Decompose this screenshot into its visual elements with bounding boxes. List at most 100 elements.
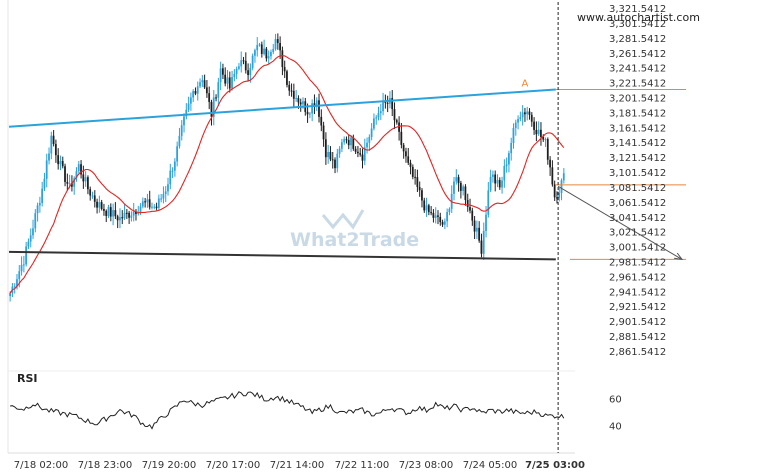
candle-body <box>25 246 28 265</box>
candle-body <box>192 91 195 98</box>
candle-body <box>68 183 71 185</box>
candle-body <box>64 166 66 182</box>
candle-body <box>496 180 499 184</box>
candle-body <box>135 211 137 214</box>
candle-body <box>530 114 533 122</box>
candle-body <box>199 82 201 87</box>
site-label: www.autochartist.com <box>577 11 700 24</box>
candle-body <box>48 153 50 161</box>
x-tick-label: 7/22 11:00 <box>335 460 389 471</box>
y-tick-label: 3,281.5412 <box>609 34 666 45</box>
candle-body <box>208 93 211 102</box>
candle-body <box>224 74 227 84</box>
y-tick-label: 3,241.5412 <box>609 64 666 75</box>
y-tick-label: 3,161.5412 <box>609 123 666 134</box>
y-tick-label: 3,081.5412 <box>609 183 666 194</box>
candle-body <box>228 77 231 89</box>
candle-body <box>119 217 121 221</box>
candle-body <box>350 137 352 146</box>
y-tick-label: 2,901.5412 <box>609 317 666 328</box>
candle-body <box>164 191 167 194</box>
x-tick-label: 7/18 23:00 <box>78 460 132 471</box>
candle-body <box>86 177 89 190</box>
candle-body <box>169 170 172 185</box>
candle-body <box>533 121 535 130</box>
candle-body <box>290 90 293 92</box>
candle-body <box>180 125 183 136</box>
candle-body <box>13 286 16 288</box>
candle-body <box>329 151 332 160</box>
candle-body <box>453 181 455 194</box>
candle-body <box>215 97 217 99</box>
candle-body <box>354 148 357 152</box>
candle-body <box>437 215 439 217</box>
marker-label: A <box>522 78 529 89</box>
candle-body <box>61 160 64 167</box>
candle-body <box>203 80 206 88</box>
candle-body <box>45 160 48 179</box>
candle-body <box>176 146 179 162</box>
candle-body <box>480 240 483 254</box>
candle-body <box>185 109 188 117</box>
candle-body <box>455 177 458 182</box>
candle-body <box>137 212 140 214</box>
candle-body <box>151 206 153 208</box>
candle-body <box>361 154 364 161</box>
y-tick-label: 2,941.5412 <box>609 287 666 298</box>
candle-body <box>288 84 291 91</box>
candle-body <box>283 67 286 72</box>
candle-body <box>217 82 220 98</box>
candle-body <box>258 44 261 46</box>
y-tick-label: 2,881.5412 <box>609 332 666 343</box>
candle-body <box>409 162 412 167</box>
candle-body <box>226 77 229 84</box>
candles-layer <box>9 33 565 302</box>
candle-body <box>462 186 465 191</box>
candle-body <box>340 142 343 149</box>
candle-body <box>562 173 565 181</box>
candle-body <box>73 178 76 187</box>
candle-body <box>347 139 350 146</box>
candle-body <box>407 156 410 163</box>
x-axis: 7/18 02:00 7/18 23:00 7/19 20:00 7/20 17:00… <box>14 460 585 471</box>
x-tick-label: 7/18 02:00 <box>14 460 68 471</box>
watermark-logo <box>321 209 365 230</box>
candle-body <box>507 153 510 165</box>
candle-body <box>82 174 85 182</box>
y-tick-label: 3,181.5412 <box>609 108 666 119</box>
candle-body <box>41 188 44 203</box>
candle-body <box>560 180 563 194</box>
candle-body <box>514 122 517 128</box>
candle-body <box>173 161 176 171</box>
candle-body <box>482 230 485 254</box>
candle-body <box>75 171 78 179</box>
candle-body <box>244 60 247 71</box>
candle-body <box>52 135 55 145</box>
candle-body <box>457 177 460 183</box>
candle-body <box>427 205 430 213</box>
trendline-support <box>8 250 556 261</box>
candle-body <box>251 55 254 68</box>
candle-body <box>338 148 341 154</box>
candle-body <box>308 113 311 115</box>
candle-body <box>141 201 144 207</box>
candle-body <box>324 139 327 158</box>
candle-body <box>311 103 314 114</box>
y-tick-label: 3,101.5412 <box>609 168 666 179</box>
candle-body <box>430 212 432 214</box>
candle-body <box>336 153 339 169</box>
y-tick-label: 3,041.5412 <box>609 213 666 224</box>
candle-body <box>434 215 437 218</box>
candle-body <box>144 201 146 203</box>
candle-body <box>299 102 302 105</box>
arrow-head <box>674 252 684 261</box>
candle-body <box>395 120 398 123</box>
candle-body <box>132 211 135 216</box>
candle-body <box>295 98 297 100</box>
candle-body <box>375 117 378 119</box>
candle-body <box>393 109 396 121</box>
candle-body <box>439 216 442 223</box>
candle-body <box>421 190 423 201</box>
candle-body <box>416 177 419 187</box>
